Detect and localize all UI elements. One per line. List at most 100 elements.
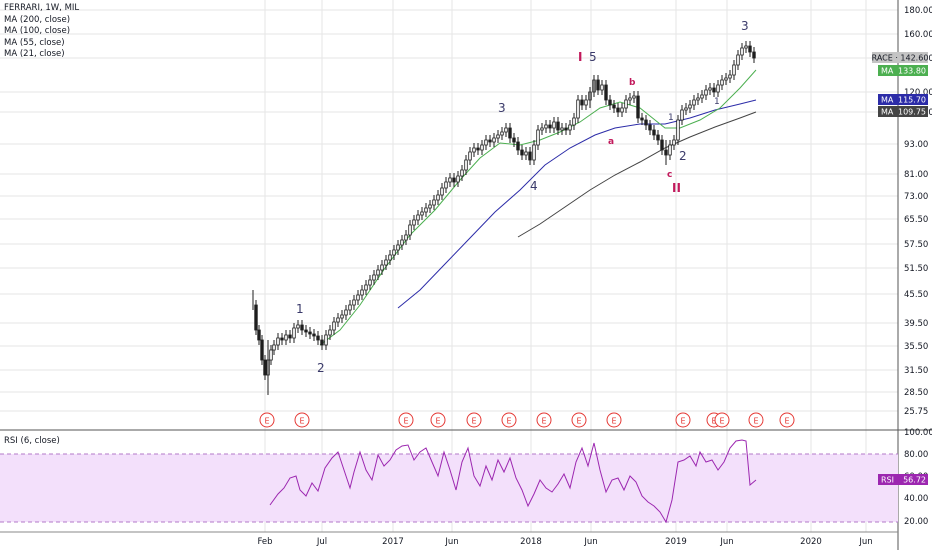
ma21-line	[319, 69, 757, 346]
wave-label-a: a	[608, 137, 614, 147]
price-candle	[396, 240, 400, 255]
price-candle	[432, 195, 436, 210]
price-candle	[444, 177, 448, 193]
price-candle	[456, 171, 460, 187]
price-candle	[260, 335, 264, 365]
price-candle	[472, 143, 476, 157]
price-candle	[404, 230, 408, 245]
price-candle	[720, 75, 724, 90]
wave-label-3: 3	[498, 101, 506, 115]
ma21-badge-value: 133.80	[898, 67, 926, 76]
price-candle	[524, 147, 528, 160]
earnings-marker[interactable]: E	[675, 412, 691, 428]
price-candle	[632, 91, 636, 103]
rsi-legend[interactable]: RSI (6, close)	[4, 436, 60, 446]
price-candle	[504, 123, 508, 137]
price-candle	[408, 220, 412, 240]
rsi-tick-label: 20.00	[904, 517, 928, 527]
svg-text:E: E	[264, 417, 269, 426]
legend-ma200[interactable]: MA (200, close)	[4, 14, 71, 25]
price-candle	[532, 140, 536, 165]
price-candle	[596, 75, 600, 95]
time-tick-label: Jun	[583, 537, 597, 547]
price-candle	[608, 95, 612, 110]
price-candle	[296, 320, 300, 333]
legend-ma21[interactable]: MA (21, close)	[4, 49, 65, 60]
earnings-marker[interactable]: E	[294, 412, 310, 428]
price-candle	[644, 115, 648, 130]
earnings-marker[interactable]: E	[606, 412, 622, 428]
svg-text:E: E	[435, 417, 440, 426]
price-candle	[312, 329, 316, 341]
price-candle	[572, 113, 576, 130]
legend-ma100[interactable]: MA (100, close)	[4, 26, 71, 37]
svg-text:E: E	[711, 417, 716, 426]
time-tick-label: Jul	[316, 537, 327, 547]
rsi-band	[0, 454, 898, 522]
price-candle	[384, 255, 388, 270]
price-candle	[340, 310, 344, 323]
price-tick-label: 51.50	[904, 264, 928, 274]
price-candle	[468, 147, 472, 165]
price-tick-label: 160.00	[904, 30, 932, 40]
legend-title[interactable]: FERRARI, 1W, MIL	[4, 3, 80, 13]
price-candle	[544, 120, 548, 133]
time-tick-label: Jun	[858, 537, 872, 547]
price-tick-label: 73.00	[904, 192, 928, 202]
price-candle	[652, 125, 656, 140]
price-candle	[520, 145, 524, 160]
earnings-marker[interactable]: E	[398, 412, 414, 428]
price-tick-label: 180.00	[904, 6, 932, 16]
earnings-marker[interactable]: E	[571, 412, 587, 428]
price-candle	[712, 83, 716, 97]
earnings-marker[interactable]: E	[536, 412, 552, 428]
earnings-marker[interactable]: E	[714, 412, 730, 428]
price-candle	[400, 235, 404, 250]
ma100-badge: MA 115.70	[878, 94, 928, 105]
price-candle	[356, 290, 360, 305]
price-candle	[269, 345, 273, 365]
rsi-badge: RSI 56.72	[878, 474, 928, 485]
svg-text:E: E	[299, 417, 304, 426]
price-candle	[620, 103, 624, 117]
price-candle	[748, 41, 752, 57]
earnings-marker[interactable]: E	[430, 412, 446, 428]
price-candle	[548, 120, 552, 133]
price-candle	[560, 123, 564, 135]
earnings-marker[interactable]: E	[259, 412, 275, 428]
chart-legend: FERRARI, 1W, MIL MA (200, close) MA (100…	[4, 3, 79, 61]
earnings-marker[interactable]: E	[466, 412, 482, 428]
price-candle	[292, 323, 296, 343]
time-tick-label: 2019	[665, 537, 687, 547]
price-candle	[380, 260, 384, 275]
ma200-badge: MA 109.75	[878, 106, 928, 117]
price-candle	[324, 330, 328, 350]
price-candle	[360, 285, 364, 300]
earnings-marker[interactable]: E	[779, 412, 795, 428]
price-candle	[696, 93, 700, 105]
price-candle	[648, 120, 652, 135]
price-candle	[724, 73, 728, 85]
earnings-marker[interactable]: E	[501, 412, 517, 428]
time-tick-label: 2018	[520, 537, 542, 547]
earnings-marker[interactable]: E	[748, 412, 764, 428]
wave-label-4: 4	[530, 179, 538, 193]
price-tick-label: 35.50	[904, 342, 928, 352]
price-candle	[628, 93, 632, 105]
price-candle	[263, 355, 267, 380]
price-candle	[436, 190, 440, 205]
price-candle	[488, 135, 492, 147]
price-candle	[600, 80, 604, 95]
legend-ma55[interactable]: MA (55, close)	[4, 37, 65, 48]
price-candle	[680, 105, 684, 125]
svg-text:E: E	[784, 417, 789, 426]
price-candle	[460, 165, 464, 181]
price-candle	[516, 137, 520, 155]
price-tick-label: 25.75	[904, 407, 928, 417]
price-tick-label: 120.00	[904, 88, 932, 98]
time-tick-label: Feb	[257, 537, 272, 547]
wave-label-b: b	[629, 78, 636, 88]
svg-text:E: E	[611, 417, 616, 426]
